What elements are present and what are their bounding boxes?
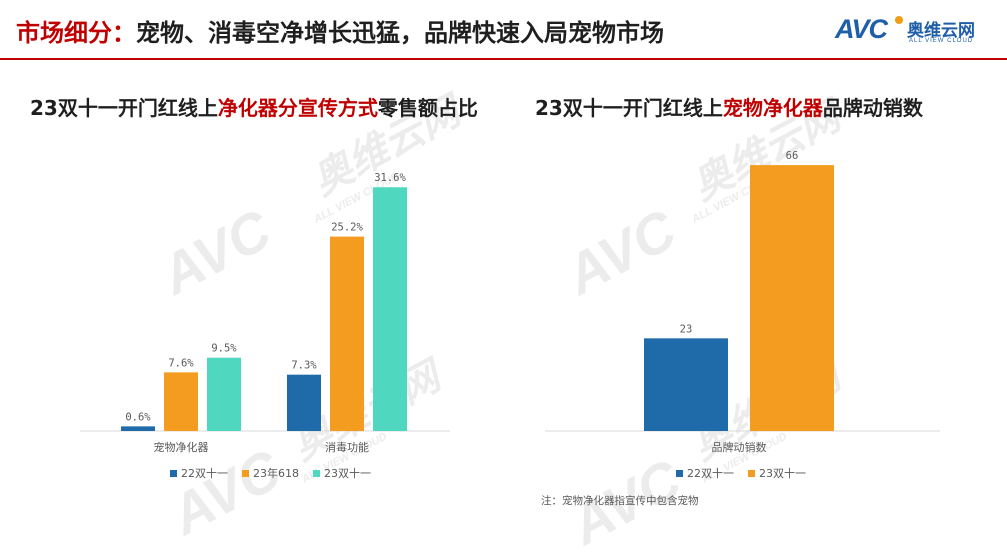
legend-swatch: [170, 469, 177, 477]
logo-cn: 奥维云网: [907, 21, 975, 41]
data-label: 7.6%: [168, 357, 194, 369]
data-label: 23: [680, 323, 693, 335]
category-label: 品牌动销数: [712, 440, 767, 454]
bar: [164, 372, 198, 431]
bar: [207, 357, 241, 431]
data-label: 7.3%: [291, 360, 317, 372]
legend-item: 22双十一: [676, 465, 734, 481]
category-label: 消毒功能: [325, 440, 369, 454]
right-bar-chart: 23 66 品牌动销数: [545, 150, 940, 454]
legend-label: 23年618: [253, 467, 299, 480]
legend-item: 23年618: [242, 465, 299, 481]
bar: [750, 165, 834, 431]
bar: [330, 236, 364, 431]
logo-dot-icon: [895, 16, 903, 24]
legend-swatch: [676, 469, 683, 477]
data-label: 9.5%: [211, 343, 237, 355]
bar: [287, 374, 321, 431]
page-title: 市场细分：宠物、消毒空净增长迅猛，品牌快速入局宠物市场: [16, 13, 664, 48]
legend-item: 23双十一: [748, 465, 806, 481]
header-divider: [0, 58, 1007, 60]
data-label: 66: [786, 150, 799, 162]
left-legend: 22双十一 23年618 23双十一: [170, 465, 371, 481]
avc-logo: AVC 奥维云网 ALL VIEW CLOUD: [835, 12, 995, 52]
bar: [644, 338, 728, 431]
page-title-prefix: 市场细分：: [16, 19, 136, 47]
left-chart-title: 23双十一开门红线上净化器分宣传方式零售额占比: [30, 96, 478, 120]
page-title-text: 宠物、消毒空净增长迅猛，品牌快速入局宠物市场: [136, 19, 664, 47]
legend-swatch: [313, 469, 320, 477]
data-label: 25.2%: [331, 222, 363, 234]
data-label: 0.6%: [125, 411, 151, 423]
bar: [373, 187, 407, 431]
legend-swatch: [748, 469, 755, 477]
legend-label: 22双十一: [687, 467, 734, 480]
legend-swatch: [242, 469, 249, 477]
category-label: 宠物净化器: [154, 440, 209, 454]
header: 市场细分：宠物、消毒空净增长迅猛，品牌快速入局宠物市场 AVC 奥维云网 ALL…: [0, 0, 1007, 64]
left-bar-chart: 0.6% 7.6% 9.5% 宠物净化器 7.3% 25.2% 31.6% 消毒功能: [80, 172, 450, 454]
legend-label: 23双十一: [759, 467, 806, 480]
data-label: 31.6%: [374, 172, 406, 184]
logo-text: AVC: [835, 14, 888, 44]
right-legend: 22双十一 23双十一: [676, 465, 806, 481]
bar: [121, 426, 155, 431]
logo-en: ALL VIEW CLOUD: [909, 38, 974, 44]
footnote: 注：宠物净化器指宣传中包含宠物: [541, 495, 699, 507]
right-chart-title: 23双十一开门红线上宠物净化器品牌动销数: [535, 96, 923, 120]
legend-label: 22双十一: [181, 467, 228, 480]
legend-label: 23双十一: [324, 467, 371, 480]
legend-item: 23双十一: [313, 465, 371, 481]
legend-item: 22双十一: [170, 465, 228, 481]
